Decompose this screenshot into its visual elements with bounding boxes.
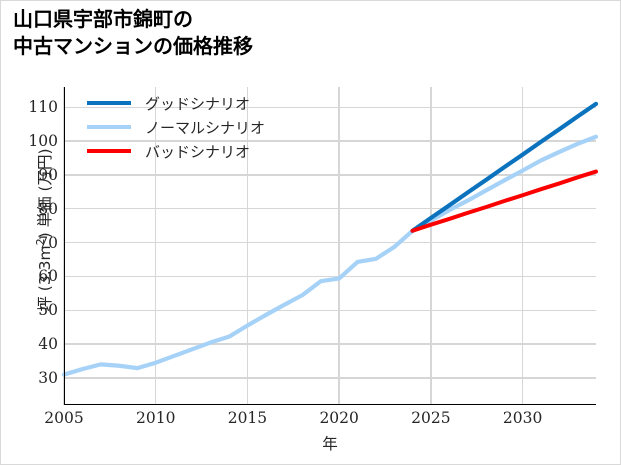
y-axis-tick-labels: 30 40 50 60 70 80 90 100 110	[1, 87, 58, 405]
legend-item-label: バッドシナリオ	[145, 142, 251, 161]
series-line	[410, 169, 598, 233]
x-axis-tick: 2020	[319, 409, 359, 427]
y-axis-tick: 60	[38, 267, 58, 286]
y-axis-tick: 100	[28, 132, 58, 151]
gridline-horizontal	[64, 241, 596, 244]
x-axis-tick-labels: 2005 2010 2015 2020 2025 2030	[44, 409, 596, 431]
legend-item[interactable]: ノーマルシナリオ	[87, 115, 265, 139]
gridline-horizontal	[64, 174, 596, 176]
y-axis-tick: 80	[38, 199, 58, 218]
legend-line-icon	[87, 125, 131, 129]
x-axis-tick: 2025	[411, 409, 451, 427]
y-axis-label: 坪 (3.3m2) 単価 (万円)	[33, 90, 55, 370]
legend-item-label: グッドシナリオ	[145, 94, 251, 113]
x-axis-label: 年	[322, 435, 338, 453]
y-axis-tick: 90	[38, 165, 58, 184]
y-axis-tick: 40	[38, 335, 58, 354]
legend-item[interactable]: グッドシナリオ	[87, 91, 265, 115]
page-title: 山口県宇部市錦町の 中古マンションの価格推移	[13, 9, 253, 58]
series-line	[410, 101, 599, 233]
gridline-horizontal	[64, 140, 596, 142]
gridline-horizontal	[64, 343, 596, 345]
y-axis-tick: 50	[38, 301, 58, 320]
y-axis-label-tail: ) 単価 (万円)	[36, 148, 54, 239]
legend-line-icon	[87, 101, 131, 105]
gridline-horizontal	[64, 309, 596, 311]
y-axis-tick: 110	[28, 98, 58, 117]
gridline-horizontal	[64, 106, 596, 108]
gridline-horizontal	[64, 377, 596, 379]
x-axis-tick: 2030	[502, 409, 543, 427]
gridline-vertical	[338, 87, 340, 405]
legend-line-icon	[87, 149, 131, 153]
legend: グッドシナリオ ノーマルシナリオ バッドシナリオ	[87, 91, 265, 163]
series-lines	[61, 101, 599, 377]
gridline-horizontal	[64, 275, 596, 278]
x-axis-tick: 2005	[44, 409, 84, 427]
y-axis-label-text: 坪 (3.3m	[36, 245, 54, 312]
gridline-vertical	[246, 87, 249, 405]
y-axis-tick: 30	[38, 368, 58, 387]
gridline-vertical	[521, 87, 524, 405]
gridline-vertical	[430, 87, 432, 405]
legend-item[interactable]: バッドシナリオ	[87, 139, 265, 163]
legend-item-label: ノーマルシナリオ	[145, 118, 266, 137]
gridline-horizontal	[64, 208, 596, 210]
gridline-vertical	[155, 87, 157, 405]
x-axis-tick: 2015	[227, 409, 268, 427]
x-axis-tick: 2010	[135, 409, 176, 427]
series-line	[61, 134, 599, 377]
y-axis-tick: 70	[38, 233, 58, 252]
y-axis-label-superscript: 2	[33, 238, 47, 246]
